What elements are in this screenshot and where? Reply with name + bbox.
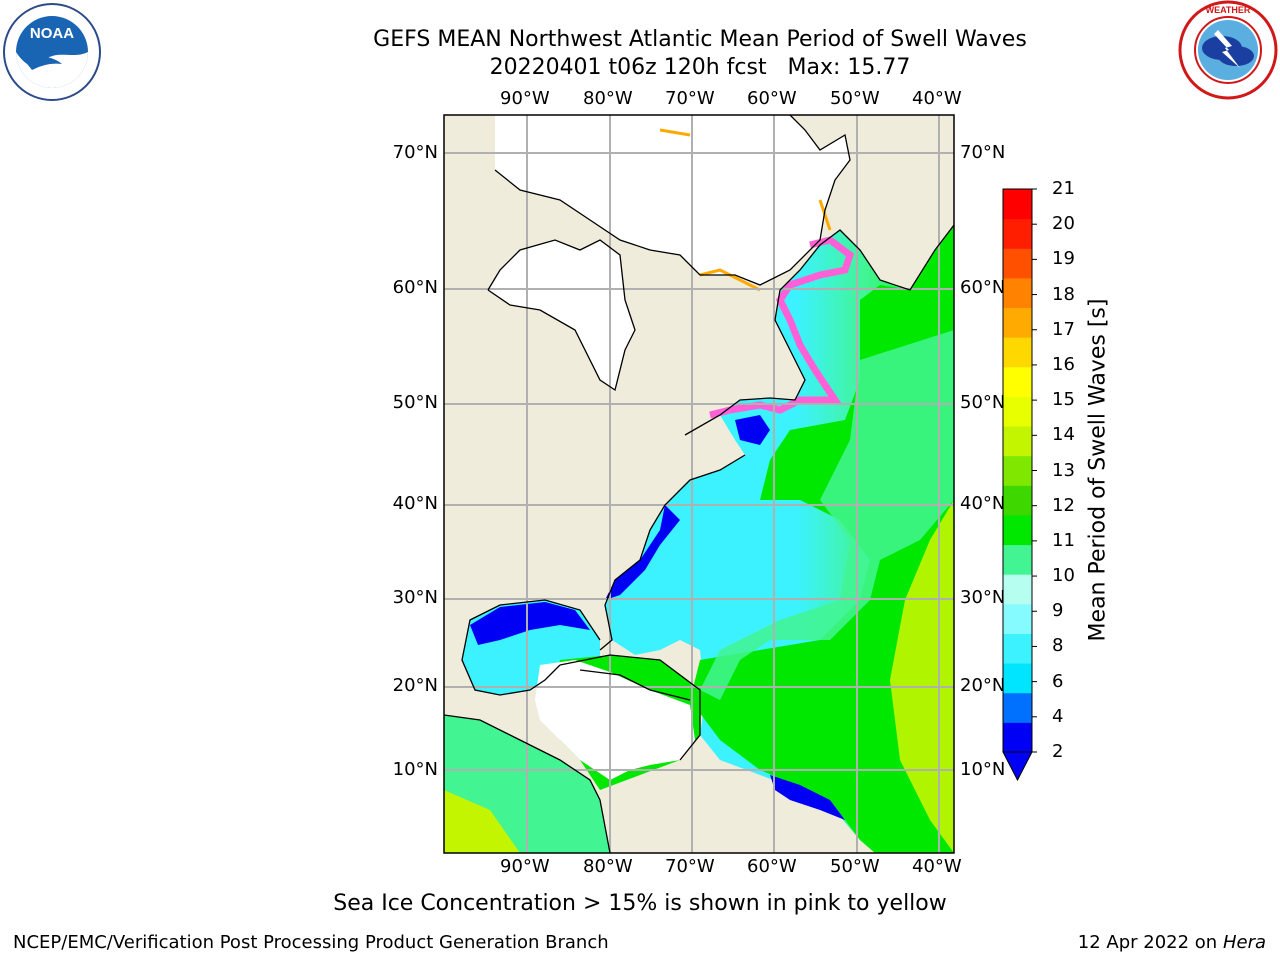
colorbar-segment [1003,426,1032,457]
ocean-lightgreen-band [700,330,954,700]
colorbar-segment [1003,485,1032,516]
lon-label-top-60w: 60°W [747,88,797,109]
lon-label-top-40w: 40°W [912,88,962,109]
colorbar-segment [1003,692,1032,723]
lat-label-right-40n: 40°N [960,493,1006,514]
lon-label-bottom-60w: 60°W [747,856,797,877]
lon-label-top-70w: 70°W [665,88,715,109]
colorbar-segment [1003,218,1032,249]
lat-label-right-20n: 20°N [960,675,1006,696]
noaa-logo-text: NOAA [30,25,74,42]
lat-label-left-60n: 60°N [392,277,438,298]
map-title-line2: 20220401 t06z 120h fcst Max: 15.77 [489,55,911,80]
colorbar-tick-label: 17 [1052,318,1075,340]
colorbar-extend-arrow [1002,751,1033,782]
colorbar-tick-label: 21 [1052,178,1075,199]
colorbar-tick-label: 10 [1052,565,1075,587]
footer-credit: NCEP/EMC/Verification Post Processing Pr… [13,932,609,953]
lon-label-bottom-90w: 90°W [500,856,550,877]
gulf-coast-blue [470,602,590,645]
colorbar-tick-label: 13 [1052,459,1075,481]
st-lawrence-blue [735,415,770,445]
footer-date: 12 Apr 2022 on Hera [1078,932,1266,954]
sea-ice-note: Sea Ice Concentration > 15% is shown in … [333,891,947,916]
lat-label-left-30n: 30°N [392,587,438,608]
colorbar-segment [1003,514,1032,546]
lat-label-left-70n: 70°N [392,142,438,163]
us-coast-blue [605,505,680,600]
colorbar-segment [1003,277,1032,309]
lat-label-left-50n: 50°N [392,392,438,413]
noaa-logo-icon: NOAA [3,3,101,101]
colorbar-segment [1003,663,1032,694]
colorbar-segment [1003,455,1032,486]
colorbar-tick-label: 8 [1052,635,1064,657]
pacific-yellow [444,790,520,853]
footer-date-text: 12 Apr 2022 on [1077,932,1223,953]
lat-label-right-60n: 60°N [960,277,1006,298]
lat-label-right-30n: 30°N [960,587,1006,608]
lon-label-bottom-50w: 50°W [830,856,880,877]
lon-label-top-80w: 80°W [583,88,633,109]
lon-label-top-50w: 50°W [830,88,880,109]
central-america-land [535,660,695,780]
colorbar-segment [1003,722,1032,753]
colorbar-tick-label: 20 [1052,213,1075,235]
colorbar-segment [1003,544,1032,575]
lon-label-bottom-40w: 40°W [912,856,962,877]
colorbar-segment [1003,248,1032,279]
colorbar-tick-label: 15 [1052,389,1075,411]
colorbar-segment [1003,574,1032,605]
footer-host: Hera [1222,932,1266,953]
svg-text:WEATHER: WEATHER [1206,5,1251,15]
colorbar [1003,188,1037,753]
graticule [444,115,954,853]
colorbar-label: Mean Period of Swell Waves [s] [1085,298,1111,642]
lat-label-right-10n: 10°N [960,759,1006,780]
sea-ice-labrador [709,236,855,419]
map-frame [443,114,955,854]
colorbar-tick-label: 9 [1052,600,1064,622]
colorbar-segment [1003,189,1032,220]
coastlines [444,115,954,853]
colorbar-tick-label: 19 [1052,248,1075,270]
lat-label-right-50n: 50°N [960,392,1006,413]
lat-label-right-70n: 70°N [960,142,1006,163]
lon-label-bottom-80w: 80°W [583,856,633,877]
colorbar-tick-label: 4 [1052,705,1064,727]
lon-label-top-90w: 90°W [500,88,550,109]
colorbar-tick-label: 2 [1052,741,1064,762]
colorbar-segment [1003,307,1032,338]
colorbar-tick-label: 14 [1052,424,1075,446]
sa-coast-blue [770,775,845,820]
arctic-land [495,115,850,285]
colorbar-segment [1003,337,1032,368]
lon-label-bottom-70w: 70°W [665,856,715,877]
colorbar-tick-label: 12 [1052,494,1075,516]
colorbar-tick-label: 6 [1052,670,1064,692]
lat-label-left-40n: 40°N [392,493,438,514]
colorbar-tick-label: 11 [1052,529,1075,551]
colorbar-tick-label: 18 [1052,283,1075,305]
colorbar-segment [1003,603,1032,634]
map-title-line1: GEFS MEAN Northwest Atlantic Mean Period… [373,27,1027,52]
colorbar-segment [1003,396,1032,427]
nws-logo-icon: WEATHER [1178,0,1278,100]
lat-label-left-20n: 20°N [392,675,438,696]
colorbar-segment [1003,366,1032,397]
hudson-bay-land [488,240,635,390]
lat-label-left-10n: 10°N [392,759,438,780]
colorbar-tick-label: 16 [1052,353,1075,375]
colorbar-segment [1003,633,1032,664]
